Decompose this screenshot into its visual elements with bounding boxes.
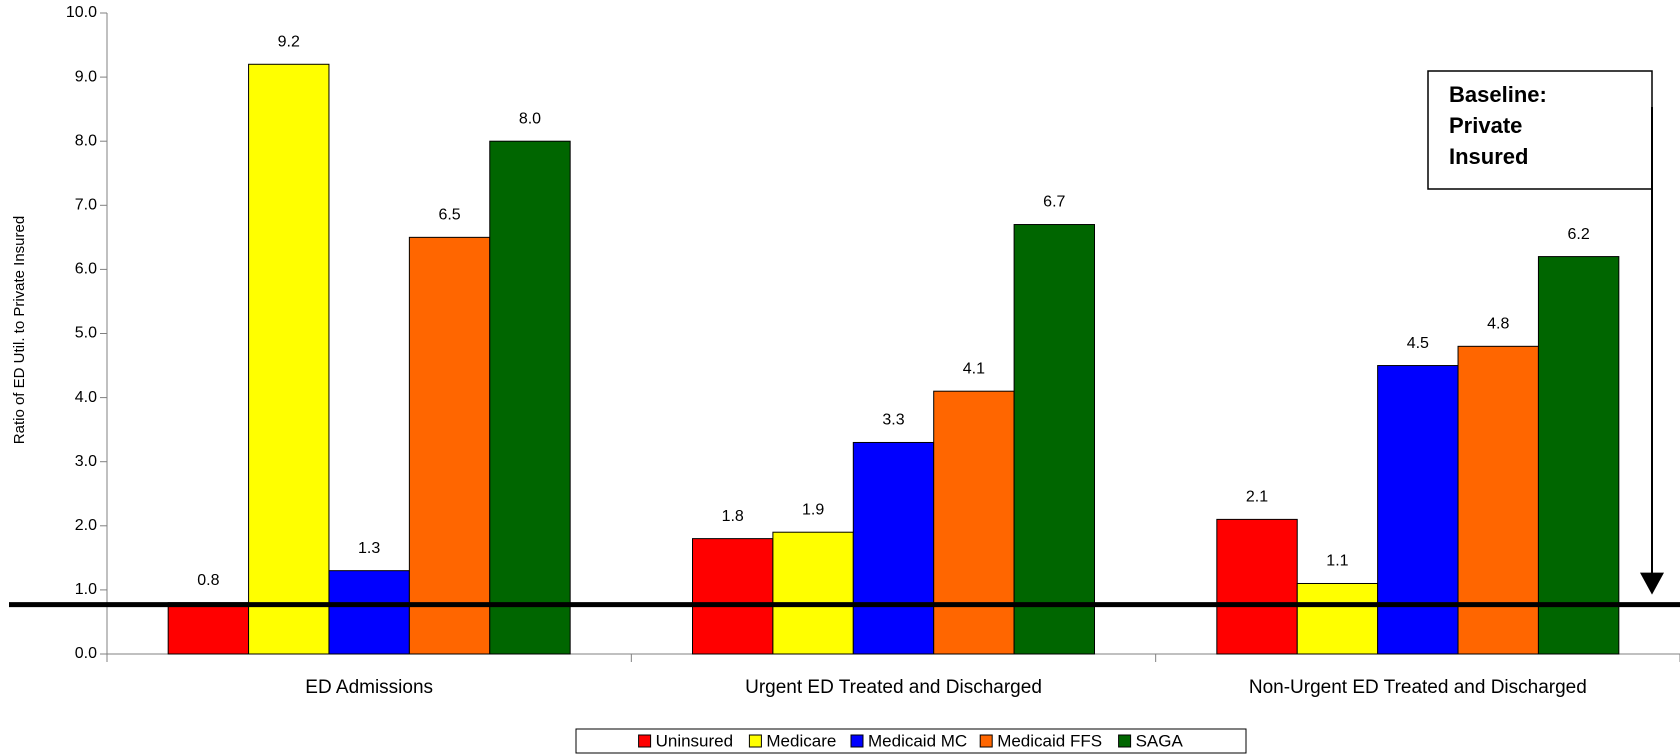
bar xyxy=(1216,518,1298,655)
legend-box xyxy=(575,728,1247,754)
bar xyxy=(1457,345,1539,655)
x-tick-label: Urgent ED Treated and Discharged xyxy=(745,677,1042,698)
annotation-text: Baseline: xyxy=(1449,82,1547,107)
y-tick-label: 1.0 xyxy=(75,581,97,598)
annotation-box xyxy=(1427,70,1653,190)
legend-swatch xyxy=(979,734,993,748)
legend-swatch xyxy=(748,734,762,748)
y-tick-label: 2.0 xyxy=(75,517,97,534)
value-label: 8.0 xyxy=(519,110,541,127)
legend-swatch xyxy=(638,734,652,748)
y-tick-label: 6.0 xyxy=(75,261,97,278)
legend-swatch xyxy=(850,734,864,748)
legend-label: Medicaid FFS xyxy=(997,731,1102,750)
x-tick-label: ED Admissions xyxy=(305,677,433,698)
bar xyxy=(1296,582,1379,655)
value-label: 6.7 xyxy=(1043,194,1065,211)
bar xyxy=(1013,224,1095,655)
bar xyxy=(248,63,330,655)
value-label: 9.2 xyxy=(278,33,300,50)
bar xyxy=(852,441,935,655)
bar xyxy=(328,570,410,655)
y-tick-label: 4.0 xyxy=(75,389,97,406)
y-tick-label: 0.0 xyxy=(75,645,97,662)
value-label: 0.8 xyxy=(197,572,219,589)
value-label: 4.5 xyxy=(1407,335,1429,352)
bar xyxy=(1377,365,1459,655)
bar xyxy=(772,531,854,655)
value-label: 1.3 xyxy=(358,540,380,557)
legend-label: SAGA xyxy=(1136,731,1184,750)
y-tick-label: 8.0 xyxy=(75,132,97,149)
annotation-text: Insured xyxy=(1449,144,1528,169)
value-label: 4.1 xyxy=(963,360,985,377)
y-tick-label: 5.0 xyxy=(75,325,97,342)
x-tick-label: Non-Urgent ED Treated and Discharged xyxy=(1249,677,1587,698)
y-tick-label: 9.0 xyxy=(75,68,97,85)
legend-swatch xyxy=(1118,734,1132,748)
value-label: 2.1 xyxy=(1246,489,1268,506)
value-label: 6.2 xyxy=(1568,226,1590,243)
y-tick-label: 10.0 xyxy=(66,4,97,21)
bar xyxy=(489,140,571,655)
value-label: 6.5 xyxy=(438,207,460,224)
bar xyxy=(167,602,250,655)
y-tick-label: 3.0 xyxy=(75,453,97,470)
legend-label: Uninsured xyxy=(656,731,734,750)
value-label: 1.9 xyxy=(802,501,824,518)
value-label: 4.8 xyxy=(1487,316,1509,333)
annotation-text: Private xyxy=(1449,113,1522,138)
bar xyxy=(933,390,1015,655)
annotation-arrowhead xyxy=(1640,572,1664,595)
legend-label: Medicaid MC xyxy=(868,731,967,750)
value-label: 1.8 xyxy=(722,508,744,525)
value-label: 3.3 xyxy=(882,412,904,429)
y-tick-label: 7.0 xyxy=(75,197,97,214)
bar xyxy=(1537,256,1620,655)
legend-label: Medicare xyxy=(766,731,836,750)
y-axis-label: Ratio of ED Util. to Private Insured xyxy=(11,216,28,444)
bar xyxy=(408,236,491,655)
bar xyxy=(692,538,774,655)
value-label: 1.1 xyxy=(1326,553,1348,570)
